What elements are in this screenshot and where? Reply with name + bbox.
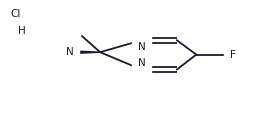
Text: N: N	[66, 47, 73, 57]
Text: 2: 2	[64, 51, 69, 60]
Text: H: H	[60, 47, 68, 57]
Text: H: H	[18, 26, 26, 36]
Text: F: F	[230, 50, 236, 60]
Text: Cl: Cl	[10, 9, 21, 19]
Text: N: N	[138, 58, 146, 68]
Text: N: N	[138, 42, 146, 52]
Polygon shape	[68, 51, 100, 54]
